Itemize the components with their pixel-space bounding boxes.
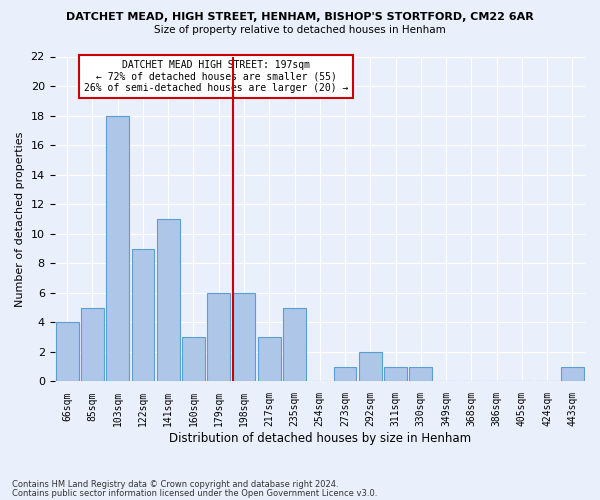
Bar [106, 116, 129, 382]
Bar [131, 248, 154, 382]
Bar [182, 337, 205, 382]
Y-axis label: Number of detached properties: Number of detached properties [15, 132, 25, 306]
Bar [409, 366, 432, 382]
Bar [561, 366, 584, 382]
Bar [384, 366, 407, 382]
Bar [283, 308, 306, 382]
Text: Size of property relative to detached houses in Henham: Size of property relative to detached ho… [154, 25, 446, 35]
Bar [157, 219, 179, 382]
Bar [233, 293, 256, 382]
Bar [359, 352, 382, 382]
Text: DATCHET MEAD, HIGH STREET, HENHAM, BISHOP'S STORTFORD, CM22 6AR: DATCHET MEAD, HIGH STREET, HENHAM, BISHO… [66, 12, 534, 22]
Text: Contains HM Land Registry data © Crown copyright and database right 2024.: Contains HM Land Registry data © Crown c… [12, 480, 338, 489]
X-axis label: Distribution of detached houses by size in Henham: Distribution of detached houses by size … [169, 432, 471, 445]
Text: DATCHET MEAD HIGH STREET: 197sqm
← 72% of detached houses are smaller (55)
26% o: DATCHET MEAD HIGH STREET: 197sqm ← 72% o… [84, 60, 349, 93]
Text: Contains public sector information licensed under the Open Government Licence v3: Contains public sector information licen… [12, 489, 377, 498]
Bar [258, 337, 281, 382]
Bar [334, 366, 356, 382]
Bar [81, 308, 104, 382]
Bar [56, 322, 79, 382]
Bar [208, 293, 230, 382]
